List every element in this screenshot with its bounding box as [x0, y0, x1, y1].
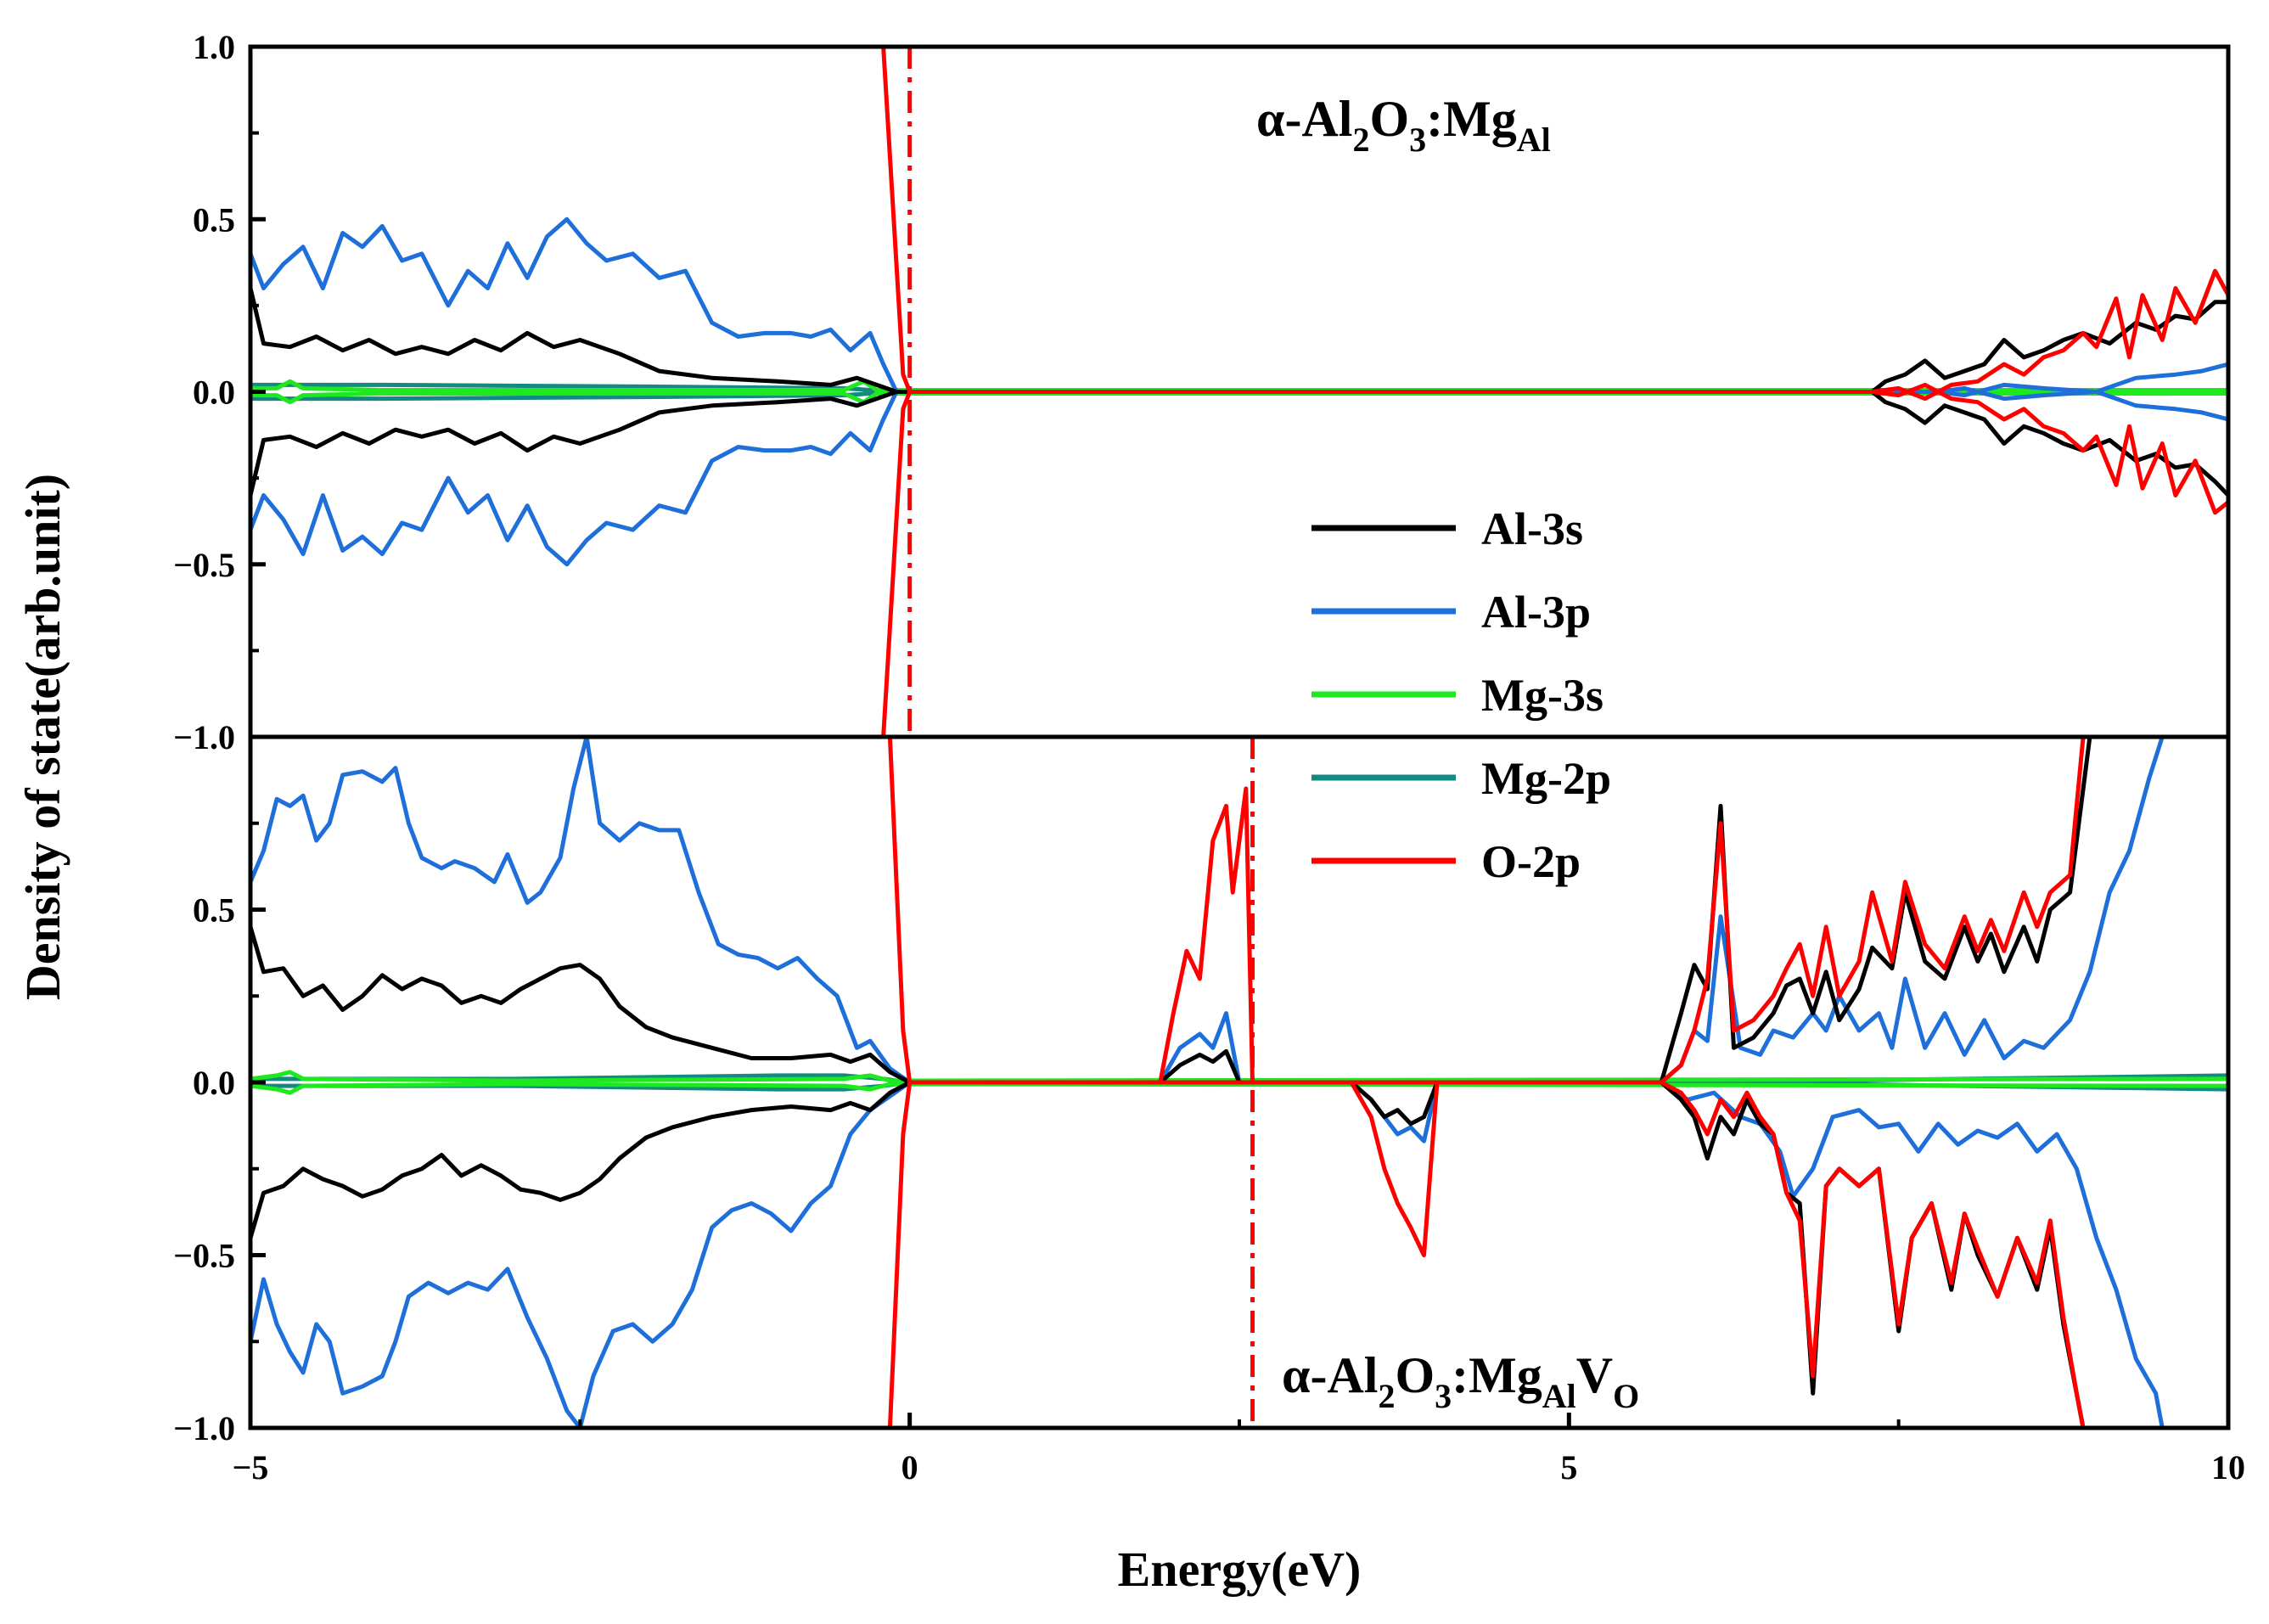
top-mg3s-spin-down-line: [250, 391, 2228, 405]
top-al3s-spin-up-line: [250, 287, 2228, 394]
legend: Al-3s Al-3p Mg-3s Mg-2p O-2p: [1311, 503, 1611, 887]
top-mg3s-spin-up-line: [250, 379, 2228, 392]
top-y-tick-label: 1.0: [193, 28, 235, 66]
legend-label-mg2p: Mg-2p: [1481, 753, 1611, 804]
x-axis-title: Energy(eV): [1118, 1542, 1362, 1597]
top-o2p-spin-down-line: [881, 382, 2228, 737]
top-al3p-spin-down-line: [250, 385, 2228, 567]
legend-label-mg3s: Mg-3s: [1481, 670, 1603, 721]
x-tick-label: 10: [2211, 1448, 2245, 1486]
legend-label-o2p: O-2p: [1481, 836, 1581, 887]
top-o2p-spin-up-line: [881, 47, 2228, 402]
legend-label-al3p: Al-3p: [1481, 587, 1591, 638]
bottom-al3s-spin-up-line: [250, 737, 2092, 1085]
x-tick-label: 0: [901, 1448, 918, 1486]
bottom-panel-label: α-Al2O3:MgAlVO: [1282, 1347, 1639, 1415]
bottom-al3s-spin-down-line: [250, 1080, 2086, 1428]
bottom-y-tick-label: 0.0: [193, 1064, 235, 1102]
top-al3s-spin-down-line: [250, 390, 2228, 497]
bottom-o2p-spin-up-line: [887, 737, 2086, 1085]
top-y-tick-label: −1.0: [173, 718, 235, 756]
top-y-tick-label: 0.0: [193, 374, 235, 412]
x-tick-label: 5: [1560, 1448, 1577, 1486]
top-y-tick-label: 0.5: [193, 200, 235, 239]
bottom-panel-series: [250, 737, 2228, 1428]
bottom-al3p-spin-down-line: [250, 1080, 2165, 1428]
bottom-mg3s-spin-down-line: [250, 1082, 2228, 1095]
bottom-o2p-spin-down-line: [887, 1080, 2086, 1428]
top-panel-label: α-Al2O3:MgAl: [1256, 91, 1551, 159]
x-tick-label: −5: [233, 1448, 269, 1486]
bottom-mg3s-spin-up-line: [250, 1070, 2228, 1083]
bottom-al3p-spin-up-line: [250, 737, 2165, 1085]
top-y-tick-label: −0.5: [173, 546, 235, 584]
bottom-y-tick-label: −1.0: [173, 1409, 235, 1447]
legend-label-al3s: Al-3s: [1481, 503, 1583, 554]
y-axis-title: Density of state(arb.unit): [15, 474, 70, 1000]
bottom-y-tick-label: −0.5: [173, 1237, 235, 1275]
top-panel-series: [250, 47, 2228, 737]
bottom-y-tick-label: 0.5: [193, 891, 235, 930]
